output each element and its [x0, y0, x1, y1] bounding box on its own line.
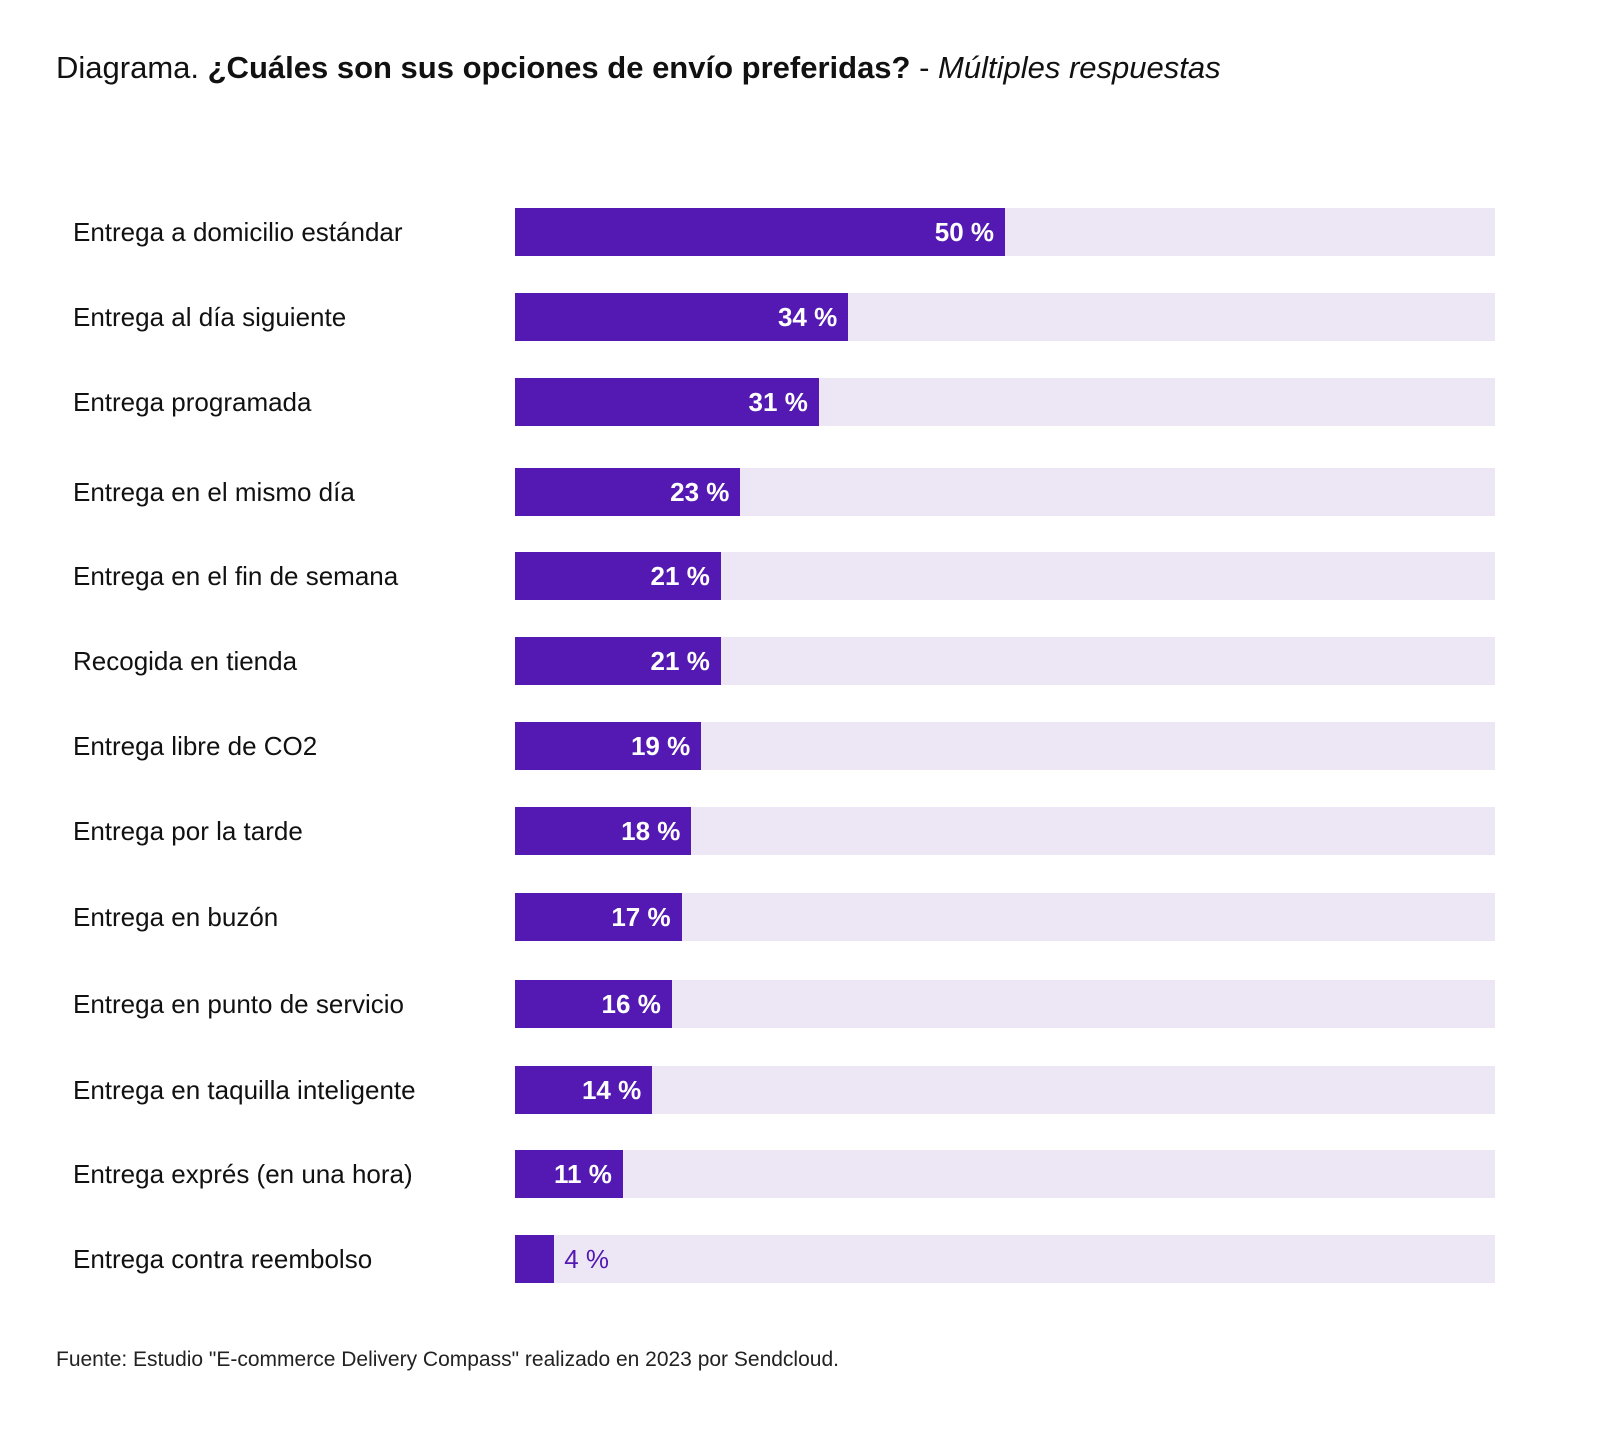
- value-label: 4 %: [564, 1244, 609, 1274]
- bar: [515, 1235, 555, 1283]
- category-label: Entrega por la tarde: [73, 816, 303, 846]
- value-label: 31 %: [748, 387, 808, 417]
- bar-track: 17 %: [515, 893, 1495, 941]
- bar: [515, 468, 741, 516]
- value-label: 11 %: [553, 1159, 612, 1189]
- bar: [515, 893, 682, 941]
- category-label: Entrega en el fin de semana: [73, 561, 399, 591]
- bar-track: 14 %: [515, 1066, 1495, 1114]
- value-label: 21 %: [650, 561, 710, 591]
- bar-track: 19 %: [515, 722, 1495, 770]
- value-label: 23 %: [670, 477, 730, 507]
- bar: [515, 637, 721, 685]
- bar-track: 11 %: [515, 1150, 1495, 1198]
- category-label: Entrega programada: [73, 387, 312, 417]
- category-label: Entrega libre de CO2: [73, 731, 318, 761]
- bar: [515, 552, 721, 600]
- value-label: 21 %: [650, 646, 710, 676]
- category-label: Entrega en punto de servicio: [73, 989, 404, 1019]
- value-label: 14 %: [581, 1075, 642, 1105]
- bar-track: 4 %: [515, 1235, 1495, 1283]
- bar-track: 34 %: [515, 293, 1495, 341]
- value-label: 18 %: [621, 816, 681, 846]
- bar-track: 18 %: [515, 807, 1495, 855]
- category-label: Entrega contra reembolso: [73, 1244, 373, 1274]
- bar-track: 23 %: [515, 468, 1495, 516]
- value-label: 50 %: [934, 217, 994, 247]
- category-label: Entrega en buzón: [73, 902, 279, 932]
- title-question: ¿Cuáles son sus opciones de envío prefer…: [207, 50, 911, 85]
- bar: [515, 1066, 653, 1114]
- bar: [515, 807, 692, 855]
- bar-track: 50 %: [515, 208, 1495, 256]
- bar: [515, 980, 672, 1028]
- value-label: 16 %: [601, 989, 661, 1019]
- category-label: Entrega en el mismo día: [73, 477, 355, 507]
- chart-title: Diagrama. ¿Cuáles son sus opciones de en…: [56, 50, 1221, 86]
- source-note: Fuente: Estudio "E-commerce Delivery Com…: [56, 1348, 839, 1371]
- value-label: 34 %: [777, 302, 838, 332]
- title-prefix: Diagrama.: [56, 50, 199, 85]
- category-label: Entrega a domicilio estándar: [73, 217, 403, 247]
- title-note: Múltiples respuestas: [938, 50, 1221, 85]
- value-label: 17 %: [611, 902, 671, 932]
- title-separator: -: [910, 50, 939, 85]
- bar: [515, 293, 849, 341]
- category-label: Entrega al día siguiente: [73, 302, 347, 332]
- bar: [515, 378, 819, 426]
- category-label: Recogida en tienda: [73, 646, 298, 676]
- category-label: Entrega en taquilla inteligente: [73, 1075, 416, 1105]
- bar-track: 21 %: [515, 637, 1495, 685]
- bar-track: 21 %: [515, 552, 1495, 600]
- bar: [515, 1150, 623, 1198]
- bar: [515, 722, 702, 770]
- bar: [515, 208, 1005, 256]
- bar-track: 31 %: [515, 378, 1495, 426]
- bar-track: 16 %: [515, 980, 1495, 1028]
- value-label: 19 %: [630, 731, 691, 761]
- category-label: Entrega exprés (en una hora): [73, 1159, 413, 1189]
